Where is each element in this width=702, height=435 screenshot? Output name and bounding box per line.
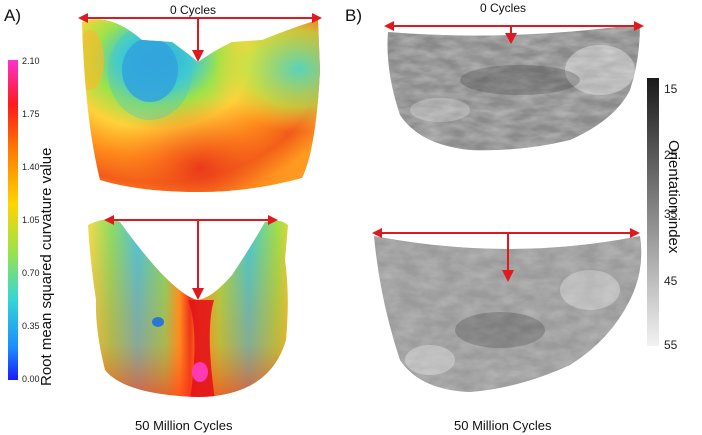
panel-b-colorbar-tick: 15 bbox=[664, 82, 678, 96]
panel-b-colorbar-title: Orientation index bbox=[665, 140, 682, 254]
panel-a-top-heatmap bbox=[82, 19, 320, 192]
panel-a-colorbar-tick: 2.10 bbox=[22, 56, 40, 66]
panel-a-colorbar bbox=[8, 60, 18, 380]
panel-a-colorbar-tick: 0.35 bbox=[22, 321, 40, 331]
panel-a-bottom-heatmap bbox=[88, 219, 288, 397]
panel-b-bottom-caption: 50 Million Cycles bbox=[454, 418, 552, 433]
panel-b-colorbar-tick: 35 bbox=[664, 207, 678, 221]
panel-a-colorbar-tick: 0.00 bbox=[22, 374, 40, 384]
panel-b-colorbar-tick: 55 bbox=[664, 338, 678, 352]
panel-a-bottom-caption: 50 Million Cycles bbox=[135, 418, 233, 433]
panel-b-top-caption: 0 Cycles bbox=[480, 1, 527, 15]
panel-a-label: A) bbox=[4, 6, 21, 25]
panel-b-colorbar-tick: 25 bbox=[664, 148, 678, 162]
panel-a-colorbar-tick: 1.05 bbox=[22, 215, 40, 225]
panel-a-colorbar-tick: 1.75 bbox=[22, 109, 40, 119]
panel-a-top-caption: 0 Cycles bbox=[170, 3, 217, 17]
annotation-arrows bbox=[78, 13, 644, 300]
panel-b-colorbar-tick: 45 bbox=[664, 274, 678, 288]
panel-b-bottom-image bbox=[374, 236, 642, 392]
panel-a-colorbar-tick: 0.70 bbox=[22, 268, 40, 278]
panel-b-label: B) bbox=[345, 6, 362, 25]
panel-a-colorbar-title: Root mean squared curvature value bbox=[38, 147, 55, 386]
panel-b-colorbar bbox=[647, 78, 659, 346]
panel-a-colorbar-tick: 1.40 bbox=[22, 162, 40, 172]
